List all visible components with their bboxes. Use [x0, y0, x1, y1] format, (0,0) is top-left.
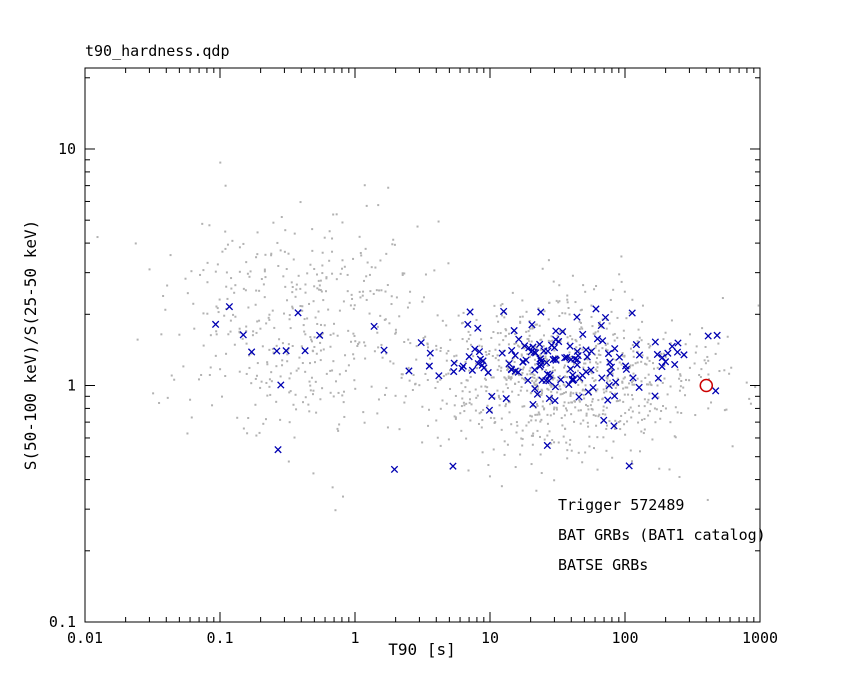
- x-tick-label: 100: [611, 629, 638, 647]
- x-tick-label: 1: [350, 629, 359, 647]
- series-x: [211, 302, 721, 474]
- x-tick-label: 0.01: [67, 629, 103, 647]
- legend-batse-grbs-label: BATSE GRBs: [558, 556, 648, 574]
- legend-trigger-label: Trigger 572489: [558, 496, 684, 514]
- x-tick-label: 1000: [742, 629, 778, 647]
- x-axis-label: T90 [s]: [388, 640, 455, 659]
- y-axis-label: S(50-100 keV)/S(25-50 keV): [21, 220, 40, 470]
- data-points: [96, 161, 760, 512]
- y-tick-label: 1: [67, 376, 76, 394]
- x-tick-label: 10: [481, 629, 499, 647]
- series-dot: [96, 161, 760, 512]
- series-open-circle: [699, 378, 714, 393]
- legend-bat-grbs-label: BAT GRBs (BAT1 catalog): [558, 526, 766, 544]
- y-tick-label: 0.1: [49, 613, 76, 631]
- x-tick-label: 0.1: [206, 629, 233, 647]
- plot-title: t90_hardness.qdp: [85, 42, 230, 60]
- plot-legend: Trigger 572489 BAT GRBs (BAT1 catalog) B…: [558, 496, 766, 574]
- y-tick-label: 10: [58, 140, 76, 158]
